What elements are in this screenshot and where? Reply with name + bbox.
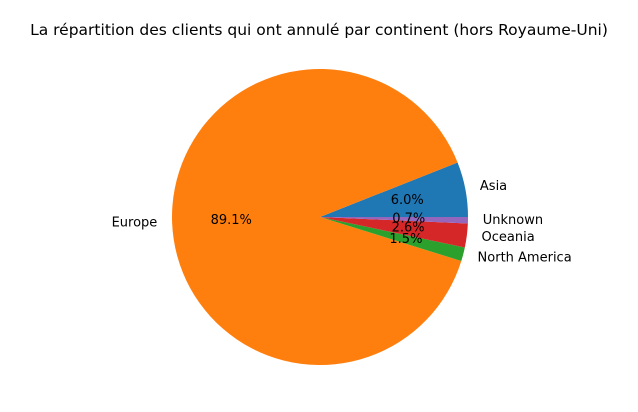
slice-percent-unknown: 0.7%	[392, 211, 425, 226]
slice-label-oceania: Oceania	[482, 230, 535, 245]
slice-label-asia: Asia	[480, 179, 507, 194]
slice-percent-north-america: 1.5%	[389, 232, 422, 247]
slice-oceania	[320, 217, 468, 248]
slice-percent-oceania: 2.6%	[392, 221, 425, 236]
pie-labels: Asia 6.0% Europe 89.1% North America 1.5% Ocea…	[112, 179, 572, 266]
slice-north-america	[320, 217, 465, 262]
chart-title: La répartition des clients qui ont annul…	[30, 21, 608, 39]
slice-label-north-america: North America	[478, 251, 572, 266]
slice-europe	[172, 68, 462, 366]
slice-percent-asia: 6.0%	[391, 193, 424, 208]
slice-asia	[320, 162, 468, 217]
pie-slices	[172, 68, 468, 366]
slice-label-unknown: Unknown	[483, 213, 543, 228]
slice-label-europe: Europe	[112, 216, 158, 231]
slice-percent-europe: 89.1%	[211, 213, 252, 228]
slice-unknown	[320, 217, 468, 224]
